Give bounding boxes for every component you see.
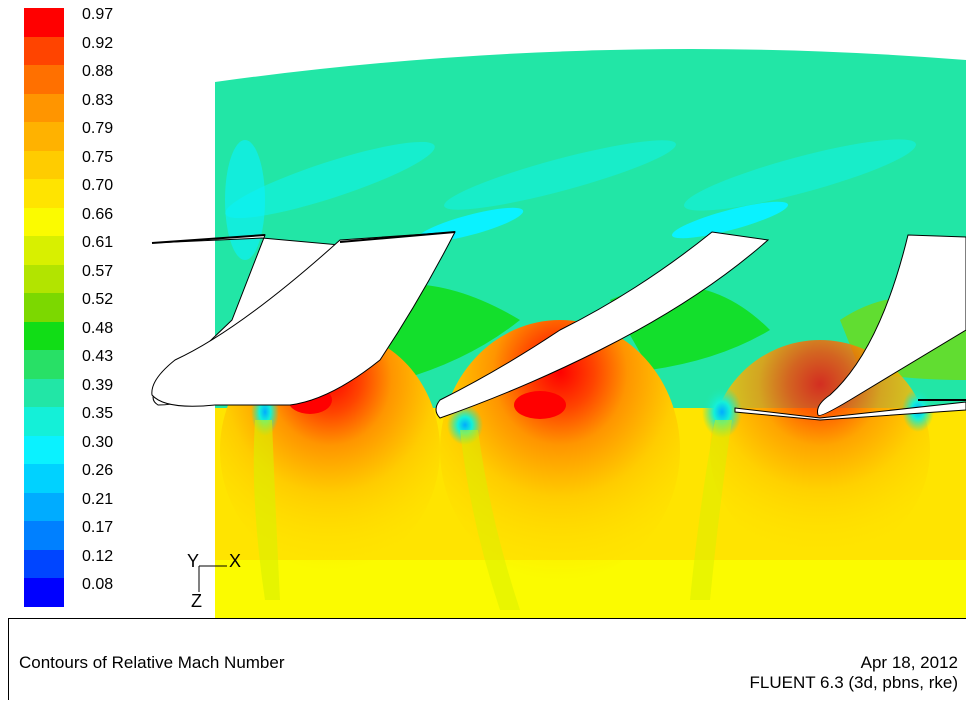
legend-swatch bbox=[24, 407, 64, 436]
legend-label: 0.66 bbox=[82, 205, 114, 223]
axis-z-label: Z bbox=[191, 591, 202, 611]
solver-info: FLUENT 6.3 (3d, pbns, rke) bbox=[749, 673, 959, 692]
legend-swatch bbox=[24, 8, 64, 37]
legend-label: 0.61 bbox=[82, 234, 114, 251]
legend-label: 0.88 bbox=[82, 63, 114, 80]
legend-label: 0.70 bbox=[82, 177, 114, 194]
blade-3 bbox=[817, 234, 966, 416]
axis-y-label: Y bbox=[187, 551, 200, 571]
legend-label: 0.17 bbox=[82, 519, 114, 536]
contour-plot bbox=[151, 49, 966, 618]
legend-label: 0.57 bbox=[82, 262, 114, 280]
legend-swatch bbox=[24, 36, 64, 66]
legend-label: 0.35 bbox=[82, 405, 114, 422]
legend-label: 0.52 bbox=[82, 291, 114, 308]
legend-swatch bbox=[24, 435, 64, 465]
legend-swatch bbox=[24, 321, 64, 351]
legend-swatch bbox=[24, 236, 64, 265]
footer-panel: Contours of Relative Mach Number Apr 18,… bbox=[8, 618, 966, 700]
legend-swatch bbox=[24, 65, 64, 94]
legend-label: 0.92 bbox=[82, 34, 114, 52]
legend-swatch bbox=[24, 150, 64, 180]
legend-label: 0.97 bbox=[82, 6, 114, 23]
legend-label: 0.08 bbox=[82, 576, 114, 593]
legend-label: 0.39 bbox=[82, 376, 114, 394]
legend-swatch bbox=[24, 122, 64, 151]
legend-label: 0.21 bbox=[82, 490, 114, 508]
legend-label: 0.26 bbox=[82, 462, 114, 479]
legend-label: 0.12 bbox=[82, 547, 114, 565]
legend-label: 0.75 bbox=[82, 148, 114, 166]
plot-date: Apr 18, 2012 bbox=[860, 653, 958, 672]
plot-title: Contours of Relative Mach Number bbox=[19, 653, 285, 672]
legend-swatch bbox=[24, 578, 64, 607]
legend-swatch bbox=[24, 293, 64, 322]
legend-swatch bbox=[24, 378, 64, 408]
axis-x-label: X bbox=[229, 551, 242, 571]
blade-2 bbox=[435, 231, 770, 419]
blade-1-body bbox=[151, 231, 456, 407]
legend-swatch bbox=[24, 207, 64, 237]
legend-label: 0.30 bbox=[82, 433, 114, 451]
color-legend bbox=[24, 8, 64, 607]
legend-swatch bbox=[24, 179, 64, 208]
legend-label: 0.43 bbox=[82, 348, 114, 365]
axis-triad: Y X Z bbox=[183, 548, 253, 612]
legend-label: 0.83 bbox=[82, 91, 114, 109]
legend-swatch bbox=[24, 93, 64, 123]
legend-swatch bbox=[24, 464, 64, 493]
legend-swatch bbox=[24, 549, 64, 579]
blade-3-tail bbox=[734, 401, 966, 421]
legend-swatch bbox=[24, 492, 64, 522]
legend-label: 0.48 bbox=[82, 319, 114, 337]
legend-swatch bbox=[24, 350, 64, 379]
legend-swatch bbox=[24, 264, 64, 294]
legend-swatch bbox=[24, 521, 64, 550]
legend-label: 0.79 bbox=[82, 120, 114, 137]
